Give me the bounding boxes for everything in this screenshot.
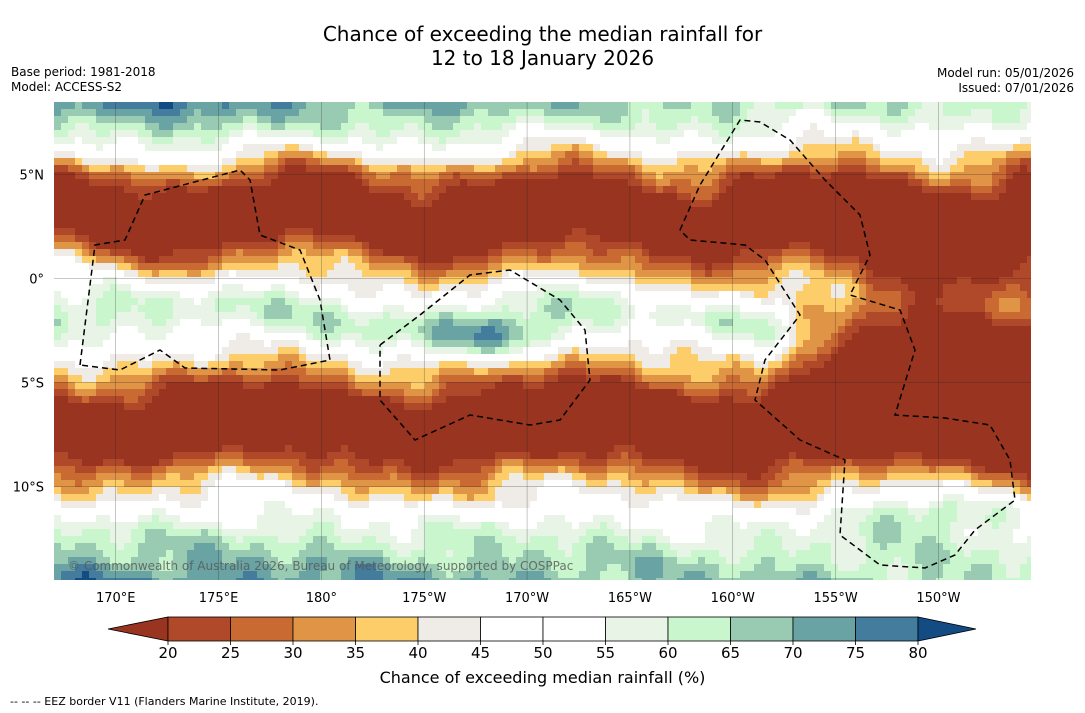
x-tick-label: 155°W	[814, 591, 858, 606]
colorbar-tick-label: 40	[408, 644, 427, 662]
y-tick-label: 0°	[29, 273, 44, 288]
footer-eez-note: -- -- -- EEZ border V11 (Flanders Marine…	[10, 695, 319, 708]
colorbar-label: Chance of exceeding median rainfall (%)	[379, 668, 706, 687]
model-text: Model: ACCESS-S2	[11, 80, 123, 94]
colorbar-segment	[792, 616, 856, 642]
colorbar-segment	[355, 616, 419, 642]
colorbar-tick-label: 30	[283, 644, 302, 662]
eez-border-line-islands	[679, 119, 1016, 569]
y-tick-label: 5°S	[21, 377, 44, 392]
meta-right: Model run: 05/01/2026 Issued: 07/01/2026	[937, 66, 1074, 96]
copyright-text: © Commonwealth of Australia 2026, Bureau…	[68, 559, 573, 573]
x-tick-label: 175°E	[199, 591, 239, 606]
colorbar-segment	[167, 616, 231, 642]
y-axis-ticks: 5°N 0° 5°S 10°S	[13, 169, 44, 496]
colorbar-extend-high	[917, 616, 977, 642]
x-tick-label: 180°	[306, 591, 337, 606]
colorbar: 20 25 30 35 40 45 50 55 60 65 70 75 80	[107, 616, 977, 662]
heatmap-field	[54, 102, 1031, 580]
y-tick-label: 5°N	[20, 169, 45, 184]
colorbar-tick-label: 20	[158, 644, 177, 662]
x-tick-label: 170°E	[96, 591, 136, 606]
colorbar-tick-label: 55	[596, 644, 615, 662]
x-axis-ticks: 170°E 175°E 180° 175°W 170°W 165°W 160°W 155°W 1…	[96, 591, 961, 606]
colorbar-segment	[292, 616, 356, 642]
base-period-text: Base period: 1981-2018	[11, 65, 156, 79]
chart-title: Chance of exceeding the median rainfall …	[0, 22, 1085, 70]
colorbar-tick-label: 25	[221, 644, 240, 662]
x-tick-label: 170°W	[505, 591, 549, 606]
eez-borders	[79, 119, 1016, 569]
meta-left: Base period: 1981-2018 Model: ACCESS-S2	[11, 65, 156, 95]
colorbar-segment	[730, 616, 794, 642]
x-tick-label: 175°W	[402, 591, 446, 606]
title-line-2: 12 to 18 January 2026	[430, 46, 655, 70]
colorbar-tick-label: 50	[533, 644, 552, 662]
colorbar-tick-label: 80	[908, 644, 927, 662]
colorbar-segment	[230, 616, 294, 642]
colorbar-extend-low	[107, 616, 169, 642]
colorbar-segment	[417, 616, 481, 642]
colorbar-tick-label: 65	[721, 644, 740, 662]
colorbar-segment	[542, 616, 606, 642]
title-line-1: Chance of exceeding the median rainfall …	[322, 22, 763, 46]
colorbar-segment	[855, 616, 919, 642]
eez-border-kiribati-gilberts	[79, 169, 331, 371]
issued-text: Issued: 07/01/2026	[958, 81, 1074, 95]
x-tick-label: 150°W	[916, 591, 960, 606]
y-tick-label: 10°S	[13, 480, 44, 495]
colorbar-tick-label: 45	[471, 644, 490, 662]
colorbar-segment	[667, 616, 731, 642]
colorbar-tick-label: 70	[783, 644, 802, 662]
eez-border-tokelau-phoenix	[379, 269, 591, 441]
colorbar-tick-label: 35	[346, 644, 365, 662]
colorbar-segment	[605, 616, 669, 642]
graticule	[54, 102, 1031, 580]
colorbar-tick-label: 60	[658, 644, 677, 662]
x-tick-label: 160°W	[711, 591, 755, 606]
model-run-text: Model run: 05/01/2026	[936, 66, 1074, 80]
colorbar-segment	[480, 616, 544, 642]
x-tick-label: 165°W	[608, 591, 652, 606]
colorbar-tick-label: 75	[846, 644, 865, 662]
